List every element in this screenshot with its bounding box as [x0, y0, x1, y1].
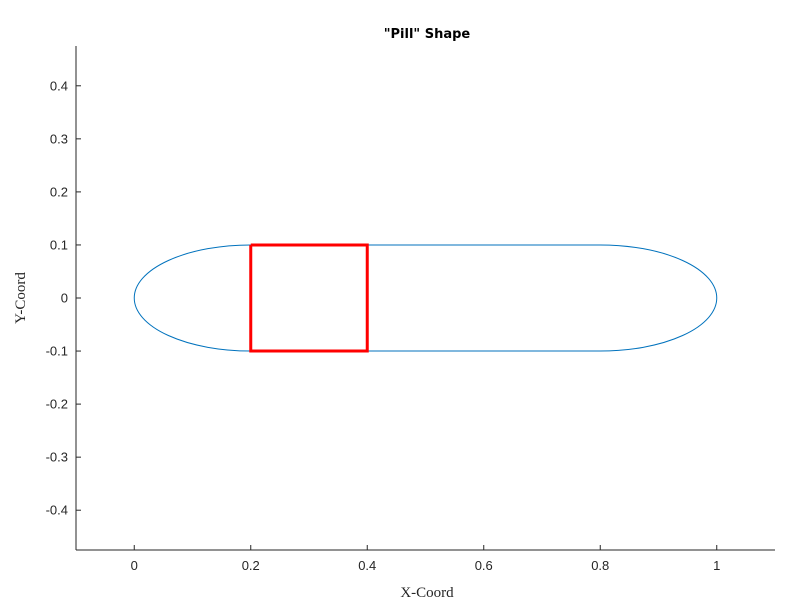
x-tick-label: 0.6	[475, 558, 493, 573]
x-tick-label: 0.4	[358, 558, 376, 573]
axes: 0 0.2 0.4 0.6 0.8 1 -0.4 -0.3 -0.2 -0.1 0 0.1 0.2 0.…	[46, 46, 775, 573]
x-tick-label: 0.2	[242, 558, 260, 573]
x-tick-label: 1	[713, 558, 720, 573]
red-rectangle-series	[249, 243, 369, 353]
y-tick-label: 0.3	[50, 131, 68, 146]
x-tick-label: 0.8	[591, 558, 609, 573]
y-ticks: -0.4 -0.3 -0.2 -0.1 0 0.1 0.2 0.3 0.4	[46, 78, 81, 518]
x-axis-label: X-Coord	[400, 585, 454, 601]
y-tick-label: -0.3	[46, 450, 68, 465]
y-tick-label: 0.1	[50, 237, 68, 252]
y-tick-label: 0	[61, 291, 68, 306]
chart-title: "Pill" Shape	[384, 27, 471, 42]
x-ticks: 0 0.2 0.4 0.6 0.8 1	[131, 545, 720, 573]
pill-outline-series	[133, 244, 718, 352]
y-tick-label: -0.4	[46, 503, 68, 518]
y-tick-label: -0.1	[46, 344, 68, 359]
y-tick-label: 0.2	[50, 184, 68, 199]
x-tick-label: 0	[131, 558, 138, 573]
y-axis-label: Y-Coord	[13, 272, 29, 324]
plot-area	[133, 243, 718, 353]
y-tick-label: 0.4	[50, 78, 68, 93]
y-tick-label: -0.2	[46, 397, 68, 412]
